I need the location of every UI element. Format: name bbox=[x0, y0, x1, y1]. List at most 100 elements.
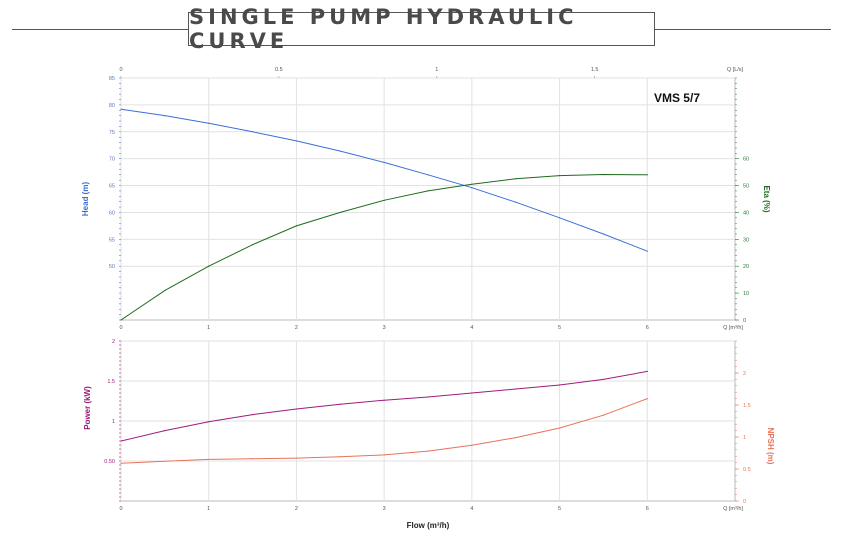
y2-tick-label: 1.5 bbox=[743, 403, 751, 409]
data-point bbox=[646, 398, 648, 400]
x-tick-label: 6 bbox=[646, 506, 649, 512]
x-tick-label: 0 bbox=[119, 506, 122, 512]
y-tick-label: 80 bbox=[109, 103, 115, 109]
y-tick-label: 2 bbox=[112, 339, 115, 345]
data-point bbox=[164, 430, 166, 432]
x-tick-label: 3 bbox=[383, 325, 386, 331]
y-tick-label: 70 bbox=[109, 157, 115, 163]
x-tick-label: 5 bbox=[558, 325, 561, 331]
top-tick-label: 0 bbox=[119, 67, 122, 73]
y2-tick-label: 60 bbox=[743, 157, 749, 163]
data-point bbox=[295, 457, 298, 459]
power-npsh-panel: 0 1 2 3 4 5 6 Q [m³/h] 0.50 1 1.5 2 0 0.5 1 1.5 2 Power … bbox=[83, 339, 775, 530]
data-point bbox=[295, 225, 298, 227]
y2-tick-label: 40 bbox=[743, 210, 749, 216]
data-point bbox=[646, 370, 648, 372]
x-tick-label: 6 bbox=[646, 325, 649, 331]
data-point bbox=[339, 211, 341, 214]
data-point bbox=[251, 414, 254, 416]
data-point bbox=[515, 178, 517, 180]
data-point bbox=[339, 456, 341, 458]
title-rule-right bbox=[655, 29, 831, 30]
data-point bbox=[251, 458, 254, 460]
y-tick-label: 75 bbox=[109, 130, 115, 136]
chart-title: SINGLE PUMP HYDRAULIC CURVE bbox=[189, 5, 578, 53]
x-tick-label: 1 bbox=[207, 325, 210, 331]
y-tick-label: 55 bbox=[109, 237, 115, 243]
y-tick-label: 60 bbox=[109, 210, 115, 216]
y2-tick-label: 2 bbox=[743, 371, 746, 377]
data-point bbox=[251, 131, 254, 133]
data-point bbox=[295, 408, 298, 410]
top-tick-label: 1 bbox=[435, 67, 438, 73]
data-point bbox=[602, 173, 605, 176]
data-point bbox=[383, 454, 385, 456]
data-point bbox=[515, 201, 517, 203]
title-rule-left bbox=[12, 29, 188, 30]
y-tick-label: 0.50 bbox=[104, 459, 115, 465]
x-tick-label: 4 bbox=[470, 506, 473, 512]
x-tick-label: 3 bbox=[383, 506, 386, 512]
data-point bbox=[558, 175, 561, 177]
data-point bbox=[602, 233, 605, 235]
y-tick-label: 1 bbox=[112, 419, 115, 425]
data-point bbox=[120, 462, 122, 464]
data-point bbox=[383, 399, 385, 401]
data-point bbox=[646, 250, 648, 252]
top-tick-label: 1.5 bbox=[591, 67, 599, 73]
x-tick-label: 2 bbox=[295, 506, 298, 512]
x-tick-label: 2 bbox=[295, 325, 298, 331]
y2-tick-label: 0 bbox=[743, 318, 746, 324]
power-axis-label: Power (kW) bbox=[83, 386, 92, 430]
y2-tick-label: 30 bbox=[743, 237, 749, 243]
x-tick-label: 1 bbox=[207, 506, 210, 512]
data-point bbox=[515, 388, 517, 390]
data-point bbox=[646, 174, 648, 176]
head-axis-label: Head (m) bbox=[81, 182, 90, 217]
data-point bbox=[164, 460, 166, 462]
model-label: VMS 5/7 bbox=[654, 91, 700, 105]
data-point bbox=[471, 444, 473, 446]
eta-axis-label: Eta (%) bbox=[762, 185, 771, 212]
data-point bbox=[471, 183, 473, 185]
data-point bbox=[120, 440, 122, 442]
data-point bbox=[427, 174, 429, 176]
x-unit-label: Q [m³/h] bbox=[723, 325, 743, 331]
npsh-axis-label: NPSH (m) bbox=[766, 428, 775, 465]
y-tick-label: 85 bbox=[109, 76, 115, 82]
x-tick-label: 0 bbox=[119, 325, 122, 331]
x-unit-label: Q [m³/h] bbox=[723, 506, 743, 512]
flow-axis-label: Flow (m³/h) bbox=[407, 521, 450, 530]
top-unit-label: Q [L/s] bbox=[727, 67, 744, 73]
chart-title-box: SINGLE PUMP HYDRAULIC CURVE bbox=[188, 5, 655, 53]
upper-plot-frame bbox=[120, 77, 736, 321]
data-point bbox=[339, 403, 341, 405]
y2-tick-label: 0.5 bbox=[743, 467, 751, 473]
data-point bbox=[602, 378, 605, 380]
data-point bbox=[339, 150, 341, 152]
data-point bbox=[383, 161, 385, 164]
x-tick-label: 5 bbox=[558, 506, 561, 512]
data-point bbox=[295, 140, 298, 142]
data-point bbox=[164, 115, 166, 117]
y-tick-label: 65 bbox=[109, 184, 115, 190]
data-point bbox=[251, 244, 254, 246]
y2-tick-label: 10 bbox=[743, 291, 749, 297]
data-point bbox=[120, 319, 122, 321]
data-point bbox=[558, 217, 561, 219]
data-point bbox=[120, 108, 122, 110]
data-point bbox=[427, 396, 429, 398]
y2-tick-label: 0 bbox=[743, 499, 746, 505]
data-point bbox=[208, 421, 210, 423]
y2-tick-label: 50 bbox=[743, 184, 749, 190]
data-point bbox=[558, 384, 561, 386]
data-point bbox=[208, 122, 210, 124]
y2-tick-label: 1 bbox=[743, 435, 746, 441]
data-point bbox=[383, 199, 385, 201]
y-tick-label: 50 bbox=[109, 264, 115, 270]
data-point bbox=[427, 190, 429, 192]
y-tick-label: 1.5 bbox=[107, 379, 115, 385]
data-point bbox=[208, 265, 210, 267]
